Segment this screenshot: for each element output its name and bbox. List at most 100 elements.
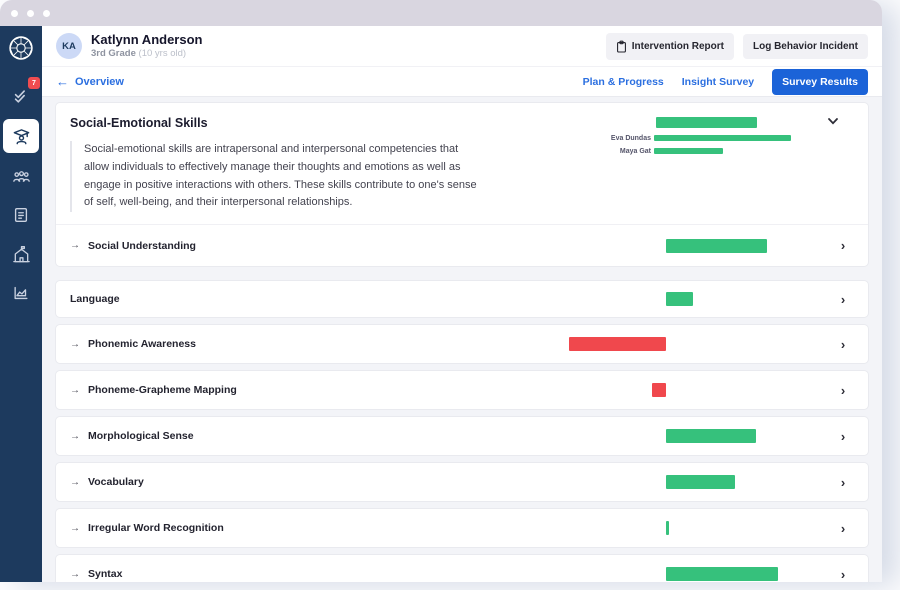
skill-name: Syntax bbox=[88, 568, 123, 581]
double-check-icon bbox=[14, 90, 25, 103]
log-behavior-incident-button[interactable]: Log Behavior Incident bbox=[742, 33, 868, 59]
clipboard-icon bbox=[616, 40, 626, 53]
subskill-row[interactable]: → Syntax › bbox=[56, 555, 868, 582]
skill-name: Morphological Sense bbox=[88, 430, 194, 443]
skill-group-card: Language › bbox=[55, 280, 869, 319]
strength-bar bbox=[666, 292, 693, 307]
subskill-row[interactable]: → Vocabulary › bbox=[56, 463, 868, 501]
skill-name: Irregular Word Recognition bbox=[88, 522, 224, 535]
intervention-report-label: Intervention Report bbox=[631, 40, 724, 52]
rater-bar-line: Maya Gat bbox=[548, 147, 808, 155]
skill-name: Social Understanding bbox=[88, 239, 196, 252]
skill-label: → Morphological Sense bbox=[70, 430, 558, 442]
subskill-arrow-icon: → bbox=[70, 338, 80, 350]
subskill-arrow-icon: → bbox=[70, 430, 80, 442]
main-area: KA Katlynn Anderson 3rd Grade (10 yrs ol… bbox=[42, 26, 882, 582]
subskill-card: → Syntax › bbox=[55, 554, 869, 582]
score-bar-zone bbox=[558, 475, 818, 490]
score-bar-zone bbox=[558, 238, 818, 253]
log-behavior-incident-label: Log Behavior Incident bbox=[752, 40, 858, 52]
section-title: Social-Emotional Skills bbox=[70, 116, 208, 130]
subskill-card: → Phoneme-Grapheme Mapping › bbox=[55, 370, 869, 411]
section-description: Social-emotional skills are intrapersona… bbox=[70, 141, 478, 213]
intervention-report-button[interactable]: Intervention Report bbox=[605, 32, 734, 60]
subskill-row[interactable]: → Phoneme-Grapheme Mapping › bbox=[56, 371, 868, 409]
skill-label: Language bbox=[70, 293, 558, 305]
skill-group-row[interactable]: Language › bbox=[56, 281, 868, 317]
chevron-right-icon[interactable]: › bbox=[840, 520, 846, 536]
subskill-card: → Morphological Sense › bbox=[55, 416, 869, 457]
subskill-row[interactable]: → Phonemic Awareness › bbox=[56, 325, 868, 363]
skill-label: → Phonemic Awareness bbox=[70, 338, 558, 350]
subskill-row[interactable]: → Social Understanding › bbox=[56, 224, 868, 266]
tab-insight-survey[interactable]: Insight Survey bbox=[681, 75, 755, 88]
app-window: 7 bbox=[0, 0, 882, 582]
rater-bar bbox=[654, 135, 791, 141]
skill-name: Phonemic Awareness bbox=[88, 338, 196, 351]
back-arrow-icon: ← bbox=[56, 74, 69, 89]
section-bars: Eva Dundas Maya Gat bbox=[548, 116, 808, 155]
chevron-right-icon[interactable]: › bbox=[840, 336, 846, 352]
skill-name: Phoneme-Grapheme Mapping bbox=[88, 384, 237, 397]
student-grade: 3rd Grade bbox=[91, 48, 136, 60]
skill-label: → Phoneme-Grapheme Mapping bbox=[70, 384, 558, 396]
skill-label: → Syntax bbox=[70, 568, 558, 580]
rater-name: Eva Dundas bbox=[610, 134, 651, 142]
rater-bar-line: Eva Dundas bbox=[548, 134, 808, 142]
score-bar-zone bbox=[558, 567, 818, 582]
chevron-right-icon[interactable]: › bbox=[840, 291, 846, 307]
brand-logo-icon[interactable] bbox=[8, 35, 34, 66]
school-building-icon bbox=[12, 245, 30, 262]
avatar: KA bbox=[56, 33, 82, 59]
notification-badge: 7 bbox=[28, 77, 40, 89]
rater-bar bbox=[654, 148, 723, 154]
score-bar-zone bbox=[558, 429, 818, 444]
sidebar-item-library[interactable] bbox=[3, 199, 39, 231]
subskill-card: → Vocabulary › bbox=[55, 462, 869, 503]
student-icon bbox=[13, 128, 29, 144]
subskill-row[interactable]: → Irregular Word Recognition › bbox=[56, 509, 868, 547]
subskill-arrow-icon: → bbox=[70, 384, 80, 396]
sidebar-item-students[interactable] bbox=[3, 119, 39, 153]
chevron-right-icon[interactable]: › bbox=[840, 238, 846, 254]
chevron-down-icon[interactable] bbox=[808, 116, 858, 125]
subskill-card: → Irregular Word Recognition › bbox=[55, 508, 869, 549]
window-titlebar bbox=[0, 0, 882, 26]
window-dot[interactable] bbox=[27, 9, 34, 17]
window-dot[interactable] bbox=[11, 9, 18, 17]
sidebar-item-school[interactable] bbox=[3, 238, 39, 270]
section-header-left: Social-Emotional Skills Social-emotional … bbox=[70, 116, 548, 213]
overall-bar-line bbox=[548, 117, 808, 128]
need-bar bbox=[652, 383, 666, 398]
student-name: Katlynn Anderson bbox=[91, 31, 203, 47]
overall-strength-bar bbox=[656, 117, 757, 128]
tab-survey-results[interactable]: Survey Results bbox=[772, 68, 868, 95]
strength-bar bbox=[666, 567, 778, 582]
score-bar-zone bbox=[558, 292, 818, 307]
strength-bar bbox=[666, 475, 735, 490]
skill-label: → Social Understanding bbox=[70, 240, 558, 252]
skill-label: → Irregular Word Recognition bbox=[70, 522, 558, 534]
rater-name: Maya Gat bbox=[619, 147, 651, 155]
subskill-arrow-icon: → bbox=[70, 240, 80, 252]
chevron-right-icon[interactable]: › bbox=[840, 566, 846, 582]
score-bar-zone bbox=[558, 383, 818, 398]
back-to-overview-link[interactable]: ← Overview bbox=[56, 74, 124, 89]
chevron-right-icon[interactable]: › bbox=[840, 382, 846, 398]
subskill-card: → Phonemic Awareness › bbox=[55, 324, 869, 365]
skill-label: → Vocabulary bbox=[70, 476, 558, 488]
sidebar-item-reports[interactable] bbox=[3, 277, 39, 309]
book-icon bbox=[14, 208, 28, 222]
subnav: ← Overview Plan & Progress Insight Surve… bbox=[42, 66, 882, 97]
sidebar-item-groups[interactable] bbox=[3, 160, 39, 192]
sidebar: 7 bbox=[0, 26, 42, 582]
section-header: Social-Emotional Skills Social-emotional … bbox=[56, 103, 868, 224]
need-bar bbox=[569, 337, 666, 352]
tab-plan-progress[interactable]: Plan & Progress bbox=[582, 75, 664, 88]
subskill-row[interactable]: → Morphological Sense › bbox=[56, 417, 868, 455]
chevron-right-icon[interactable]: › bbox=[840, 474, 846, 490]
sidebar-item-tasks[interactable]: 7 bbox=[3, 77, 40, 112]
chevron-right-icon[interactable]: › bbox=[840, 428, 846, 444]
skill-name: Vocabulary bbox=[88, 476, 144, 489]
window-dot[interactable] bbox=[43, 9, 50, 17]
